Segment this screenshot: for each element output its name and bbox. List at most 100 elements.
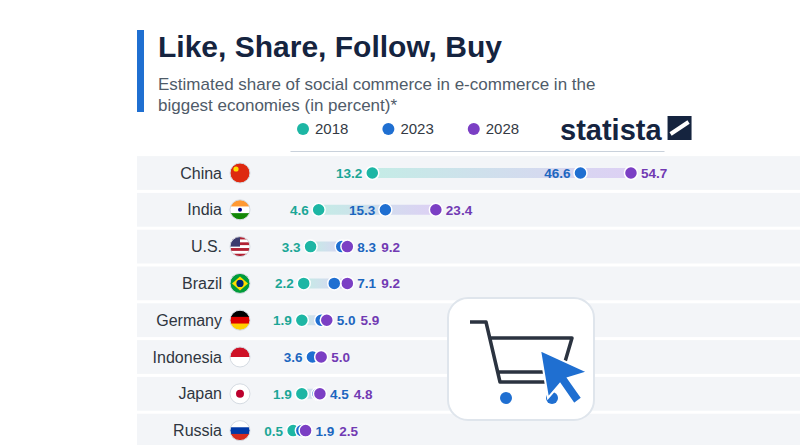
- category-label: China: [180, 165, 222, 182]
- legend-marker: [297, 123, 309, 135]
- dot: [574, 167, 587, 180]
- category-label: U.S.: [191, 238, 222, 255]
- accent-bar: [137, 30, 144, 112]
- cursor: [540, 350, 588, 404]
- flag-ring: [230, 310, 250, 330]
- dot: [624, 167, 637, 180]
- category-label: India: [187, 201, 222, 218]
- range-bar: [319, 205, 436, 215]
- row-background: [137, 267, 800, 301]
- flag-ring: [230, 273, 250, 293]
- data-label: 13.2: [336, 166, 362, 181]
- data-label: 15.3: [349, 203, 376, 218]
- dot: [299, 424, 312, 437]
- flag-part: [230, 384, 250, 404]
- data-label: 54.7: [641, 166, 667, 181]
- flag: [230, 384, 250, 404]
- flag-ring: [230, 421, 250, 441]
- range-bar: [372, 168, 631, 178]
- dot: [429, 203, 442, 216]
- flag: [230, 421, 250, 441]
- plot-area: [287, 167, 638, 438]
- data-label: 5.0: [331, 350, 350, 365]
- dot: [328, 277, 341, 290]
- data-label: 3.6: [284, 350, 303, 365]
- data-labels: 13.246.654.74.615.323.43.38.39.22.27.19.…: [264, 166, 667, 439]
- legend-label: 2028: [486, 120, 519, 137]
- data-label: 46.6: [544, 166, 571, 181]
- data-label: 1.9: [316, 424, 335, 439]
- cart-card: [448, 298, 594, 420]
- dot: [313, 387, 326, 400]
- x-axis-line: [291, 151, 665, 152]
- data-label: 8.3: [357, 240, 376, 255]
- legend-label: 2018: [315, 120, 348, 137]
- flag-ring: [230, 347, 250, 367]
- dot: [304, 240, 317, 253]
- source-logo: statista: [560, 114, 662, 146]
- flag-part: [236, 280, 243, 287]
- flag-ring: [230, 237, 250, 257]
- data-label: 9.2: [381, 276, 400, 291]
- flag-part: [230, 421, 250, 428]
- dot: [341, 277, 354, 290]
- flag-ring: [230, 163, 250, 183]
- category-label: Brazil: [182, 275, 222, 292]
- category-label: Japan: [178, 385, 222, 402]
- legend-marker: [468, 123, 480, 135]
- legend-marker: [382, 123, 394, 135]
- data-label: 1.9: [273, 387, 292, 402]
- dot: [315, 351, 328, 364]
- data-label: 5.0: [337, 313, 356, 328]
- subtitle: Estimated share of social commerce in e-…: [158, 75, 595, 115]
- chart: Like, Share, Follow, Buy Estimated share …: [0, 0, 800, 445]
- title: Like, Share, Follow, Buy: [158, 30, 502, 63]
- legend-label: 2023: [400, 120, 433, 137]
- flag: [230, 310, 250, 330]
- logo-icon: [668, 116, 692, 140]
- row-background: [137, 156, 800, 190]
- data-label: 23.4: [446, 203, 473, 218]
- flag-part: [230, 163, 250, 183]
- dot: [295, 387, 308, 400]
- flag: [230, 200, 250, 221]
- cart-illustration: [448, 298, 594, 420]
- flag: [230, 163, 250, 183]
- dot: [379, 203, 392, 216]
- row-background: [137, 230, 800, 264]
- dot: [366, 167, 379, 180]
- flag-part: [230, 206, 250, 213]
- category-label: Germany: [156, 312, 222, 329]
- data-label: 0.5: [264, 424, 283, 439]
- dot: [297, 277, 310, 290]
- flag-part: [230, 317, 250, 324]
- flag-ring: [230, 384, 250, 404]
- flag-part: [230, 200, 250, 207]
- data-label: 9.2: [381, 240, 400, 255]
- data-label: 5.9: [361, 313, 380, 328]
- data-label: 4.6: [290, 203, 309, 218]
- data-label: 7.1: [357, 276, 376, 291]
- x-axis: [291, 151, 665, 152]
- flag-part: [230, 427, 250, 434]
- flag-ring: [230, 200, 250, 220]
- flag-part: [236, 390, 244, 398]
- flag-part: [238, 208, 242, 212]
- flag-part: [230, 357, 250, 368]
- category-label: Indonesia: [153, 349, 222, 366]
- dot: [295, 314, 308, 327]
- dot: [312, 203, 325, 216]
- flag-part: [230, 347, 250, 358]
- category-label: Russia: [173, 422, 222, 439]
- data-label: 4.8: [354, 387, 373, 402]
- data-label: 2.2: [275, 276, 294, 291]
- flag-part: [230, 310, 250, 317]
- dot: [341, 240, 354, 253]
- flag: [230, 347, 250, 368]
- flag-part: [233, 166, 238, 171]
- row-background: [137, 193, 800, 227]
- logo-icon-stroke: [671, 122, 689, 134]
- flag-part: [230, 273, 250, 293]
- data-label: 2.5: [339, 424, 358, 439]
- data-label: 1.9: [273, 313, 292, 328]
